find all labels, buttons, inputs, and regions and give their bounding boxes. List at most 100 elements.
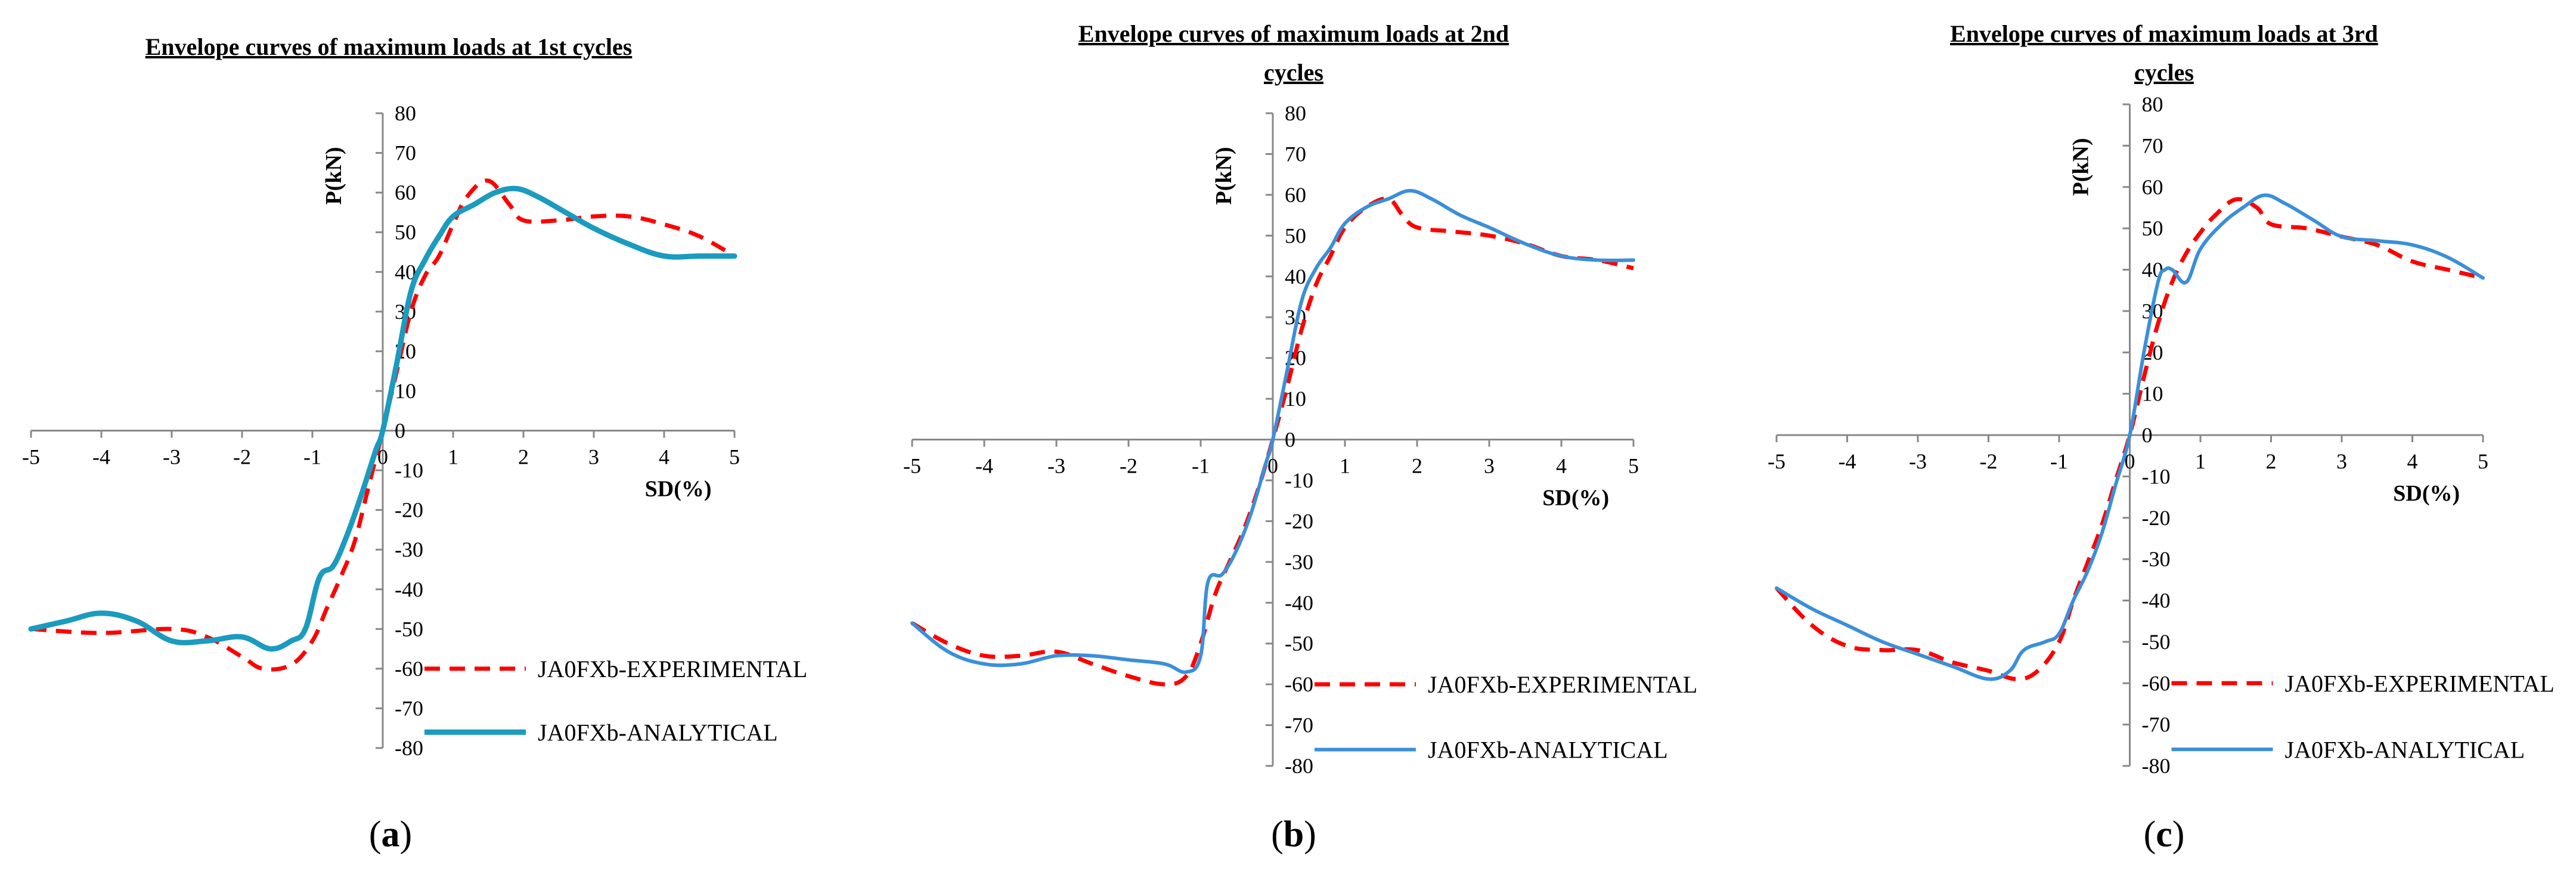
- y-tick-label: 60: [1285, 183, 1306, 207]
- y-tick-label: -20: [2142, 506, 2171, 530]
- chart-title-line: cycles: [1264, 59, 1323, 86]
- x-tick-label: 3: [2336, 449, 2347, 473]
- y-tick-label: -20: [395, 498, 423, 522]
- x-tick-label: -5: [1768, 449, 1785, 473]
- x-tick-label: 4: [2407, 449, 2418, 473]
- x-tick-label: 0: [2125, 449, 2135, 473]
- x-tick-label: -2: [1120, 454, 1137, 478]
- x-tick-label: -1: [1192, 454, 1210, 478]
- x-axis-label: SD(%): [1542, 486, 1609, 511]
- y-tick-label: 40: [1285, 265, 1306, 288]
- x-tick-label: -1: [2050, 449, 2068, 473]
- y-tick-label: 0: [395, 419, 405, 443]
- caption-paren-open: (: [1271, 814, 1284, 855]
- caption-paren-close: ): [1304, 814, 1316, 855]
- x-tick-label: 5: [2478, 449, 2488, 473]
- series-line-analytical: [910, 189, 1635, 674]
- x-tick-label: 4: [659, 445, 669, 469]
- y-tick-label: -80: [2142, 754, 2171, 778]
- x-tick-label: 1: [448, 445, 458, 469]
- y-tick-label: -10: [395, 458, 423, 482]
- x-tick-label: 3: [588, 445, 599, 469]
- y-tick-label: 10: [1285, 387, 1306, 411]
- chart-title-line: Envelope curves of maximum loads at 1st …: [145, 33, 633, 60]
- caption-paren-close: ): [2172, 814, 2185, 855]
- y-tick-label: -70: [395, 696, 423, 720]
- x-tick-label: -4: [92, 445, 110, 469]
- y-tick-label: -40: [1285, 591, 1313, 615]
- y-tick-label: -10: [2142, 464, 2171, 488]
- legend-label: JA0FXb-EXPERIMENTAL: [2285, 670, 2555, 697]
- y-tick-label: -80: [395, 736, 423, 760]
- chart-panel-c: Envelope curves of maximum loads at 3rd c…: [1768, 20, 2555, 855]
- y-tick-label: 50: [1285, 224, 1306, 247]
- caption-paren-close: ): [400, 814, 413, 855]
- y-axis-label: P(kN): [1211, 147, 1236, 204]
- chart-title-line: cycles: [2134, 59, 2194, 86]
- caption-paren-open: (: [2144, 814, 2156, 855]
- x-tick-label: 2: [518, 445, 529, 469]
- y-tick-label: -20: [1285, 509, 1313, 533]
- y-tick-label: 0: [2142, 423, 2153, 447]
- x-tick-label: -3: [163, 445, 181, 469]
- chart-title-line: Envelope curves of maximum loads at 2nd: [1078, 20, 1509, 47]
- y-tick-label: -60: [395, 657, 423, 681]
- y-tick-label: 60: [2142, 175, 2163, 199]
- x-axis-label: SD(%): [645, 477, 712, 502]
- x-tick-label: 5: [1628, 454, 1639, 478]
- y-tick-label: 60: [395, 181, 416, 204]
- chart-panel-a: Envelope curves of maximum loads at 1st …: [22, 33, 807, 855]
- panel-caption: (b): [1271, 814, 1316, 855]
- x-tick-label: 3: [1484, 454, 1495, 478]
- chart-panel-b: Envelope curves of maximum loads at 2nd c…: [903, 20, 1697, 855]
- x-tick-label: -4: [1839, 449, 1856, 473]
- y-tick-label: 10: [2142, 382, 2163, 406]
- panel-caption: (c): [2144, 814, 2185, 855]
- y-tick-label: 50: [395, 221, 416, 244]
- y-tick-label: -40: [395, 578, 423, 601]
- y-tick-label: -60: [2142, 671, 2171, 695]
- legend-label: JA0FXb-ANALYTICAL: [538, 719, 778, 746]
- y-tick-label: -50: [1285, 632, 1313, 656]
- legend-label: JA0FXb-EXPERIMENTAL: [1428, 671, 1697, 698]
- x-tick-label: -1: [303, 445, 321, 469]
- y-tick-label: 70: [2142, 134, 2163, 157]
- legend-label: JA0FXb-ANALYTICAL: [2285, 736, 2525, 763]
- y-tick-label: 80: [2142, 92, 2163, 116]
- y-tick-label: 80: [395, 101, 416, 125]
- x-tick-label: -5: [903, 454, 921, 478]
- x-tick-label: -4: [975, 454, 993, 478]
- panel-caption: (a): [369, 814, 412, 855]
- y-tick-label: -70: [2142, 713, 2171, 737]
- x-tick-label: -2: [233, 445, 251, 469]
- x-tick-label: -3: [1909, 449, 1927, 473]
- legend-label: JA0FXb-ANALYTICAL: [1428, 737, 1668, 764]
- y-tick-label: -50: [2142, 630, 2171, 654]
- y-axis-label: P(kN): [2069, 138, 2094, 195]
- y-tick-label: -50: [395, 617, 423, 641]
- y-tick-label: 70: [395, 141, 416, 165]
- caption-letter: b: [1284, 814, 1304, 855]
- x-tick-label: 4: [1556, 454, 1567, 478]
- x-tick-label: 1: [2195, 449, 2206, 473]
- chart-title-line: Envelope curves of maximum loads at 3rd: [1950, 20, 2378, 47]
- x-tick-label: 5: [729, 445, 740, 469]
- x-tick-label: 2: [2266, 449, 2277, 473]
- x-tick-label: -5: [22, 445, 40, 469]
- x-tick-label: 2: [1412, 454, 1422, 478]
- series-line-analytical: [28, 185, 737, 652]
- x-tick-label: 0: [1267, 454, 1278, 478]
- y-tick-label: -60: [1285, 672, 1313, 696]
- caption-letter: c: [2156, 814, 2172, 855]
- y-tick-label: 70: [1285, 142, 1306, 166]
- series-line-analytical: [1775, 193, 2485, 681]
- caption-letter: a: [382, 814, 400, 855]
- x-axis-label: SD(%): [2393, 481, 2460, 506]
- y-tick-label: -30: [395, 538, 423, 561]
- y-tick-label: 0: [1285, 428, 1295, 452]
- y-tick-label: -40: [2142, 589, 2171, 613]
- x-tick-label: 0: [377, 445, 388, 469]
- y-tick-label: -30: [2142, 547, 2171, 571]
- x-tick-label: 1: [1340, 454, 1350, 478]
